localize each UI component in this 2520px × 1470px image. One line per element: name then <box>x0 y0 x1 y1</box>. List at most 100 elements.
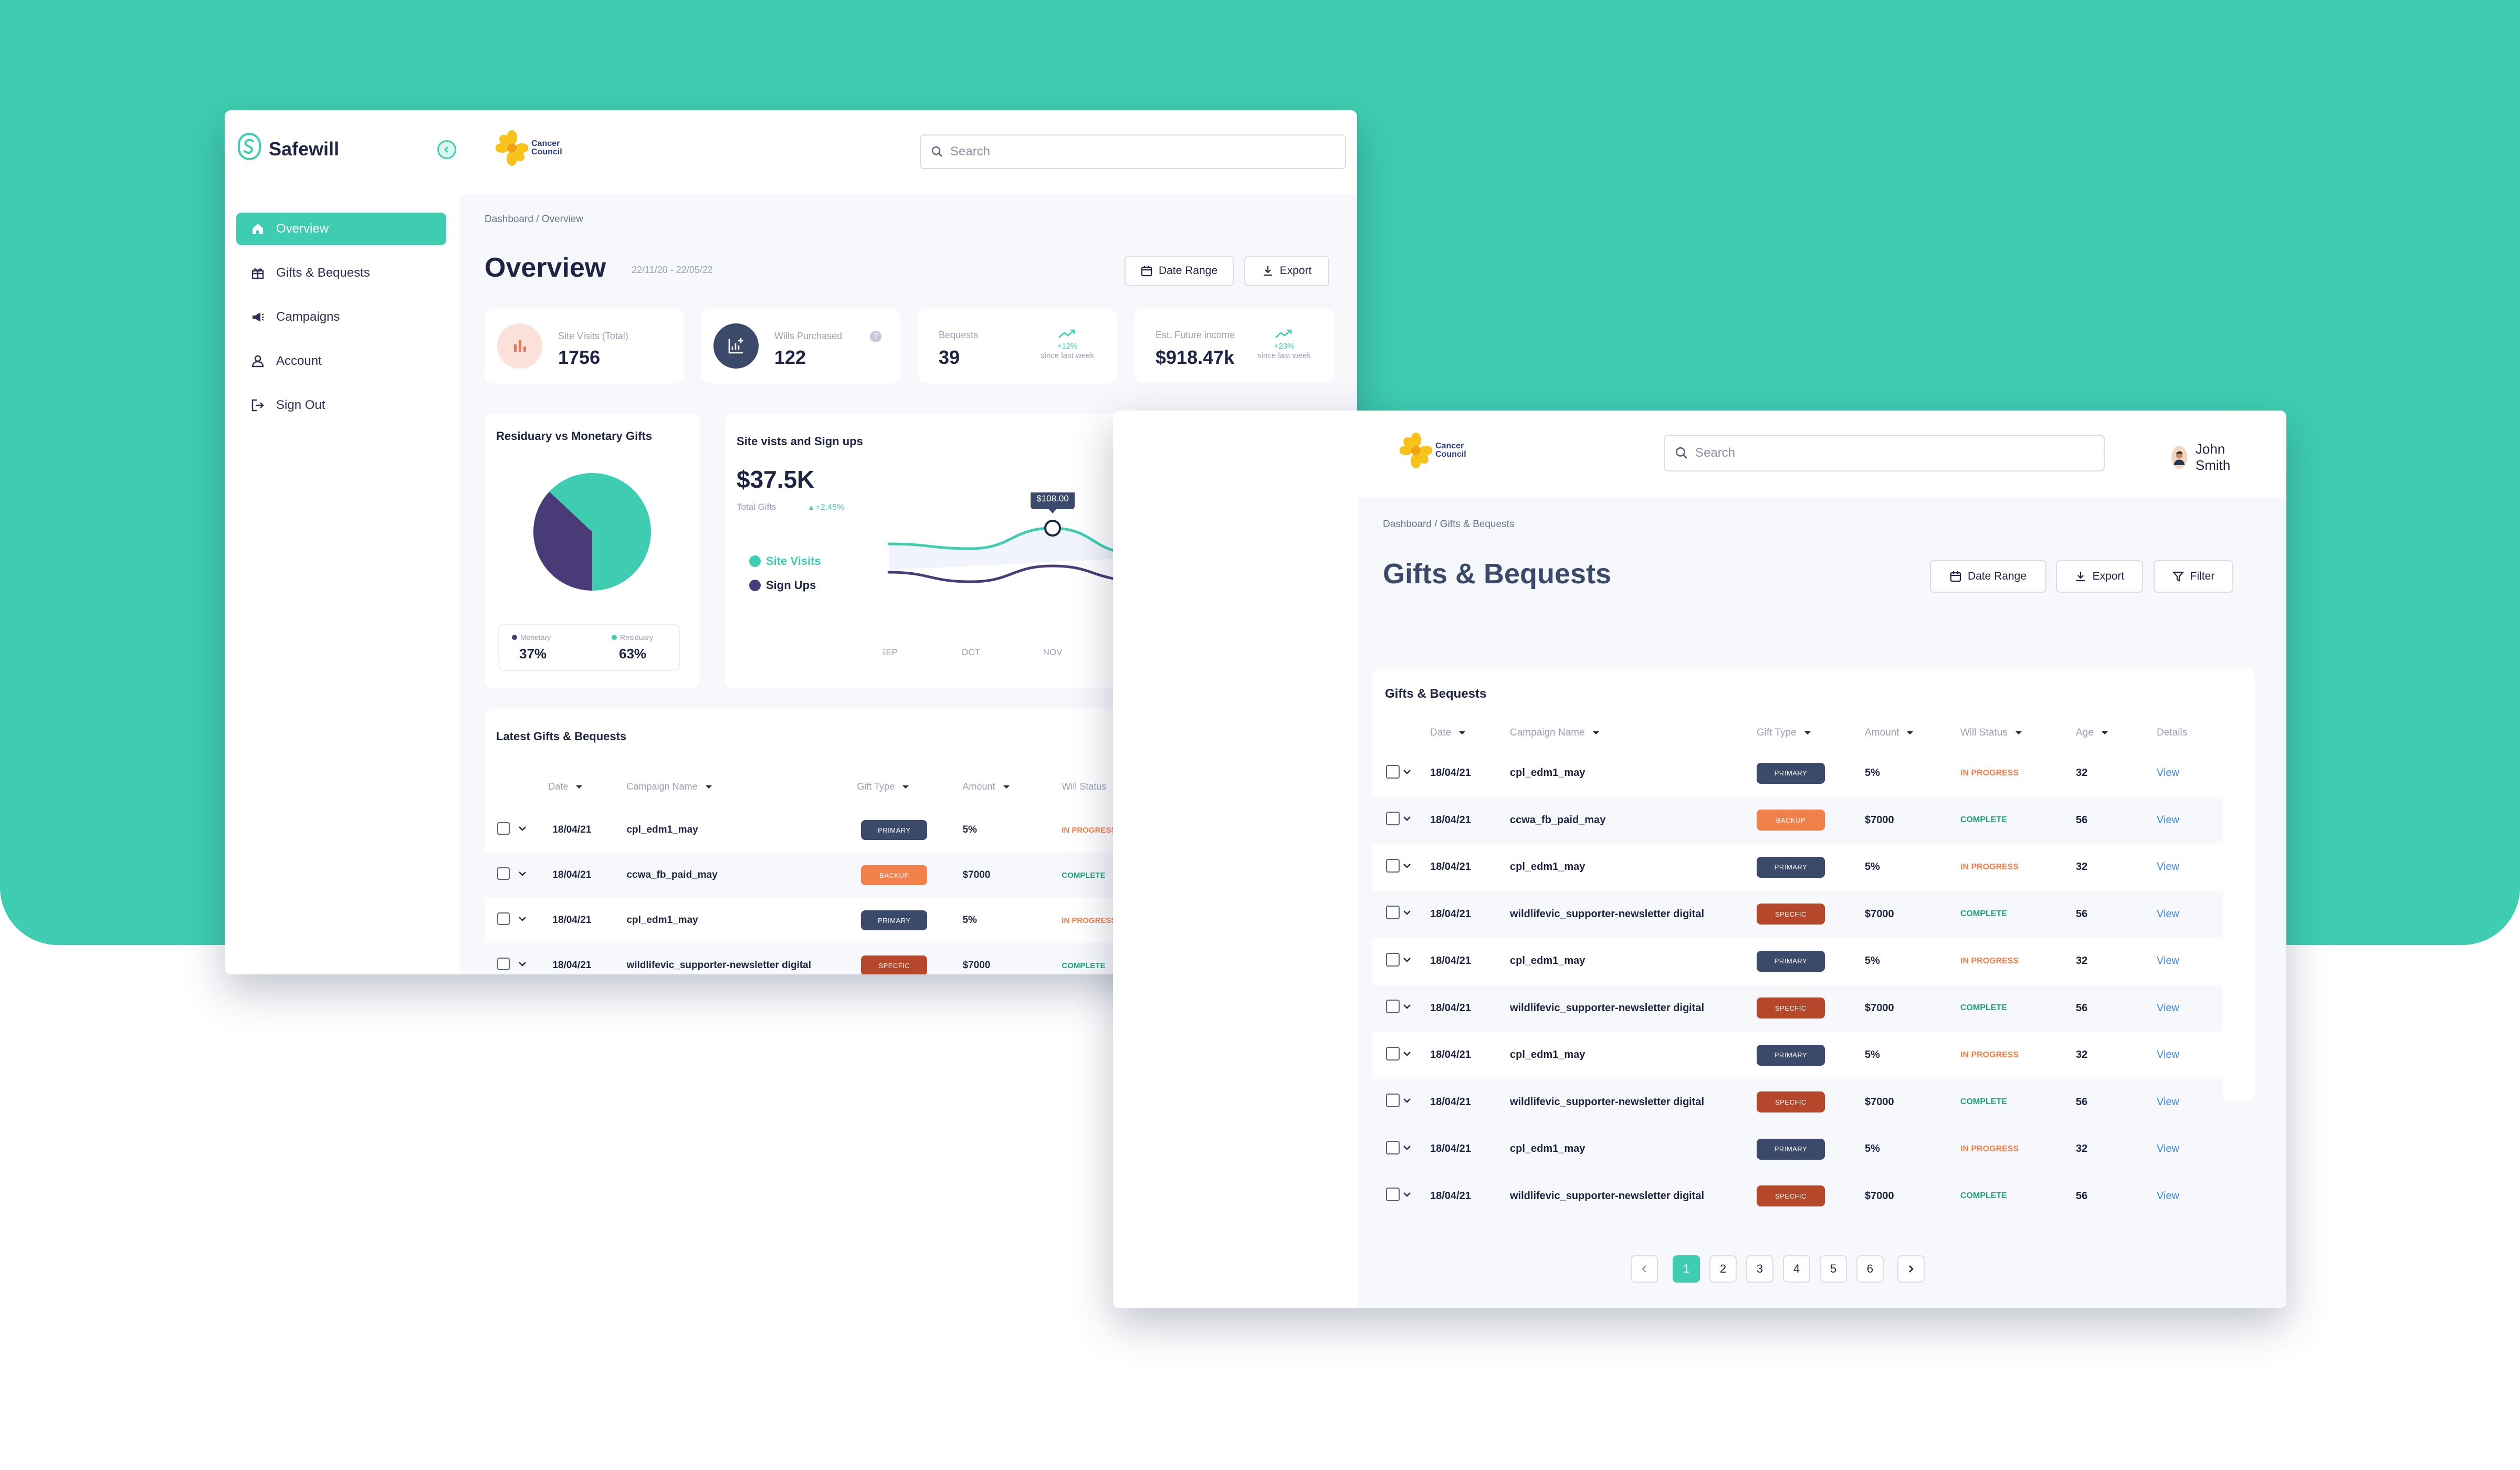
expand-row-button[interactable] <box>1402 1173 1430 1220</box>
expand-row-button[interactable] <box>1402 750 1430 797</box>
expand-row-button[interactable] <box>1402 844 1430 891</box>
expand-row-button[interactable] <box>1402 891 1430 938</box>
prev-page-button[interactable] <box>1631 1255 1658 1283</box>
campaign-cell: wildlifevic_supporter-newsletter digital <box>1510 908 1705 920</box>
row-checkbox[interactable] <box>497 867 510 880</box>
safewill-brand[interactable]: Safewill <box>237 132 339 165</box>
table-row[interactable]: 18/04/21 cpl_edm1_may PRIMARY 5% IN PROGRESS… <box>485 807 1308 853</box>
table-row[interactable]: 18/04/21 cpl_edm1_may PRIMARY 5% IN PROGRESS… <box>1372 1126 2223 1173</box>
collapse-sidebar-button[interactable] <box>437 140 456 159</box>
row-checkbox[interactable] <box>1386 858 1400 873</box>
view-link[interactable]: View <box>2157 955 2179 967</box>
row-checkbox[interactable] <box>1386 1000 1400 1014</box>
campaign-cell: cpl_edm1_may <box>1510 861 1586 873</box>
view-link[interactable]: View <box>2157 767 2179 779</box>
column-header[interactable]: Date <box>548 765 626 807</box>
table-row[interactable]: 18/04/21 cpl_edm1_may PRIMARY 5% IN PROGRESS… <box>485 898 1308 943</box>
expand-row-button[interactable] <box>517 807 549 853</box>
expand-row-button[interactable] <box>1402 797 1430 844</box>
chart-title: Site vists and Sign ups <box>737 435 863 448</box>
page-3-button[interactable]: 3 <box>1746 1255 1773 1283</box>
expand-row-button[interactable] <box>1402 1126 1430 1173</box>
row-checkbox[interactable] <box>1386 906 1400 920</box>
row-checkbox[interactable] <box>1386 1140 1400 1154</box>
cancer-council-logo[interactable]: Cancer Council <box>496 130 568 166</box>
page-1-button[interactable]: 1 <box>1673 1255 1700 1283</box>
next-page-button[interactable] <box>1897 1255 1925 1283</box>
row-checkbox[interactable] <box>1386 812 1400 826</box>
column-header[interactable]: Campaign Name <box>626 765 857 807</box>
view-link[interactable]: View <box>2157 814 2179 826</box>
row-checkbox[interactable] <box>497 912 510 925</box>
column-header[interactable]: Amount <box>1865 716 1960 750</box>
export-button[interactable]: Export <box>2056 560 2143 593</box>
view-link[interactable]: View <box>2157 861 2179 873</box>
expand-row-button[interactable] <box>1402 1079 1430 1126</box>
page-5-button[interactable]: 5 <box>1820 1255 1847 1283</box>
column-header[interactable]: Will Status <box>1960 716 2076 750</box>
info-icon[interactable]: ? <box>870 331 881 342</box>
expand-row-button[interactable] <box>1402 1032 1430 1079</box>
column-header[interactable]: Gift Type <box>857 765 962 807</box>
page-2-button[interactable]: 2 <box>1709 1255 1737 1283</box>
table-row[interactable]: 18/04/21 wildlifevic_supporter-newsletter… <box>1372 984 2223 1032</box>
daffodil-icon <box>496 130 528 166</box>
gift-type-badge: SPECFIC <box>1757 904 1825 925</box>
table-row[interactable]: 18/04/21 cpl_edm1_may PRIMARY 5% IN PROGRESS… <box>1372 750 2223 797</box>
column-header[interactable]: Amount <box>962 765 1062 807</box>
view-link[interactable]: View <box>2157 1143 2179 1155</box>
table-row[interactable]: 18/04/21 wildlifevic_supporter-newsletter… <box>1372 1172 2223 1220</box>
column-header[interactable]: Gift Type <box>1757 716 1865 750</box>
view-link[interactable]: View <box>2157 1049 2179 1061</box>
sidebar-item-account[interactable]: Account <box>236 345 446 377</box>
expand-row-button[interactable] <box>1402 985 1430 1032</box>
calendar-icon <box>1950 571 1961 582</box>
sidebar-item-campaigns[interactable]: Campaigns <box>236 301 446 333</box>
user-menu[interactable]: John Smith <box>2171 441 2286 474</box>
date-range-button[interactable]: Date Range <box>1125 256 1234 286</box>
expand-row-button[interactable] <box>517 853 549 898</box>
expand-row-button[interactable] <box>1402 938 1430 985</box>
sidebar-item-sign-out[interactable]: Sign Out <box>236 389 446 422</box>
table-row[interactable]: 18/04/21 wildlifevic_supporter-newsletter… <box>1372 1078 2223 1126</box>
search-input[interactable]: Search <box>920 134 1346 169</box>
column-header[interactable]: Campaign Name <box>1510 716 1757 750</box>
column-header[interactable]: Date <box>1430 716 1510 750</box>
table-row[interactable]: 18/04/21 wildlifevic_supporter-newsletter… <box>1372 890 2223 938</box>
page-4-button[interactable]: 4 <box>1783 1255 1810 1283</box>
view-link[interactable]: View <box>2157 1096 2179 1108</box>
sidebar-item-gifts[interactable]: Gifts & Bequests <box>236 257 446 289</box>
sidebar-item-overview[interactable]: Overview <box>236 213 446 245</box>
row-checkbox[interactable] <box>497 958 510 970</box>
filter-button[interactable]: Filter <box>2154 560 2233 593</box>
row-checkbox[interactable] <box>1386 1094 1400 1108</box>
user-name: John Smith <box>2195 441 2231 473</box>
export-button[interactable]: Export <box>1244 256 1329 286</box>
row-checkbox[interactable] <box>1386 1046 1400 1060</box>
table-row[interactable]: 18/04/21 cpl_edm1_may PRIMARY 5% IN PROGRESS… <box>1372 1032 2223 1079</box>
campaign-cell: cpl_edm1_may <box>626 824 698 835</box>
highlight-point[interactable] <box>1044 520 1061 537</box>
date-range-button[interactable]: Date Range <box>1930 560 2046 593</box>
pie-slice-residuary <box>549 473 651 591</box>
status-cell: COMPLETE <box>1960 909 2007 919</box>
column-header[interactable]: Details <box>2157 727 2188 738</box>
row-checkbox[interactable] <box>497 822 510 835</box>
row-checkbox[interactable] <box>1386 764 1400 779</box>
row-checkbox[interactable] <box>1386 952 1400 967</box>
view-link[interactable]: View <box>2157 908 2179 920</box>
view-link[interactable]: View <box>2157 1002 2179 1014</box>
column-header[interactable]: Age <box>2076 716 2157 750</box>
row-checkbox[interactable] <box>1386 1188 1400 1202</box>
table-row[interactable]: 18/04/21 cpl_edm1_may PRIMARY 5% IN PROGRESS… <box>1372 938 2223 985</box>
search-input[interactable]: Search <box>1664 435 2105 471</box>
table-row[interactable]: 18/04/21 cpl_edm1_may PRIMARY 5% IN PROGRESS… <box>1372 844 2223 891</box>
cancer-council-logo[interactable]: Cancer Council <box>1400 433 1472 468</box>
expand-row-button[interactable] <box>517 943 549 974</box>
view-link[interactable]: View <box>2157 1190 2179 1202</box>
expand-row-button[interactable] <box>517 898 549 943</box>
safewill-logo-icon <box>237 132 261 165</box>
campaign-cell: wildlifevic_supporter-newsletter digital <box>626 960 812 971</box>
table-row[interactable]: 18/04/21 ccwa_fb_paid_may BACKUP $7000 COMPL… <box>1372 796 2223 844</box>
page-6-button[interactable]: 6 <box>1856 1255 1884 1283</box>
